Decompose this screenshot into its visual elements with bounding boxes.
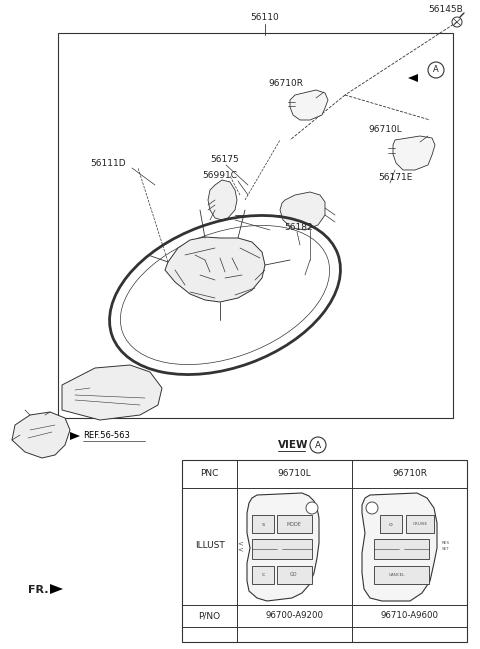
Text: MODE: MODE <box>287 522 301 526</box>
Text: P/NO: P/NO <box>198 611 221 620</box>
Bar <box>406 515 434 533</box>
Text: 96710R: 96710R <box>392 469 427 478</box>
Text: 96710R: 96710R <box>268 79 303 88</box>
Text: 96710-A9600: 96710-A9600 <box>381 611 439 620</box>
Circle shape <box>306 502 318 514</box>
Text: FR.: FR. <box>28 585 48 595</box>
Text: PNC: PNC <box>200 469 219 478</box>
Circle shape <box>428 62 444 78</box>
Text: 56111D: 56111D <box>90 158 126 167</box>
Text: SET: SET <box>442 547 450 551</box>
Bar <box>182 460 467 642</box>
Text: o: o <box>389 522 393 526</box>
Text: c: c <box>261 572 265 578</box>
Text: RES: RES <box>442 541 450 545</box>
Text: 56145B: 56145B <box>428 5 463 14</box>
Bar <box>380 515 402 533</box>
Text: 56182: 56182 <box>284 223 312 232</box>
Circle shape <box>310 437 326 453</box>
Text: s: s <box>262 522 264 526</box>
Text: 56110: 56110 <box>251 14 279 23</box>
Polygon shape <box>408 74 418 82</box>
Text: <: < <box>237 540 243 546</box>
Text: REF.56-563: REF.56-563 <box>83 432 130 441</box>
Text: VIEW: VIEW <box>278 440 309 450</box>
Bar <box>277 566 312 584</box>
Text: CRUISE: CRUISE <box>412 522 428 526</box>
Text: 56991C: 56991C <box>202 171 237 180</box>
Bar <box>277 515 312 533</box>
Ellipse shape <box>97 399 119 411</box>
Text: A: A <box>315 441 321 450</box>
Polygon shape <box>290 90 328 120</box>
Text: 56175: 56175 <box>210 156 239 164</box>
Polygon shape <box>70 432 80 440</box>
Text: ILLUST: ILLUST <box>194 541 224 550</box>
Polygon shape <box>62 365 162 420</box>
Polygon shape <box>50 584 63 594</box>
Bar <box>252 539 312 559</box>
Bar <box>58 33 453 418</box>
Polygon shape <box>393 136 435 170</box>
Bar <box>374 566 429 584</box>
Bar <box>374 539 429 559</box>
Circle shape <box>366 502 378 514</box>
Text: 96710L: 96710L <box>277 469 312 478</box>
Text: <: < <box>237 546 243 552</box>
Text: A: A <box>433 66 439 75</box>
Polygon shape <box>12 412 70 458</box>
Polygon shape <box>362 493 437 601</box>
Circle shape <box>452 17 462 27</box>
Polygon shape <box>165 237 265 302</box>
Bar <box>252 515 274 533</box>
Text: 96700-A9200: 96700-A9200 <box>265 611 324 620</box>
Text: CANCEL: CANCEL <box>389 573 405 577</box>
Text: GO: GO <box>290 572 298 578</box>
Text: 56171E: 56171E <box>378 173 412 182</box>
Polygon shape <box>280 192 325 230</box>
Text: 96710L: 96710L <box>368 125 402 134</box>
Polygon shape <box>247 493 319 601</box>
Bar <box>252 566 274 584</box>
Polygon shape <box>208 180 237 220</box>
